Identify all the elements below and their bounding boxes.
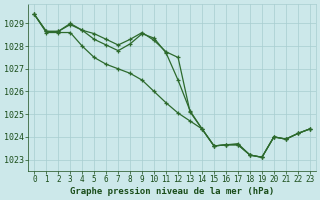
X-axis label: Graphe pression niveau de la mer (hPa): Graphe pression niveau de la mer (hPa) [70,187,274,196]
